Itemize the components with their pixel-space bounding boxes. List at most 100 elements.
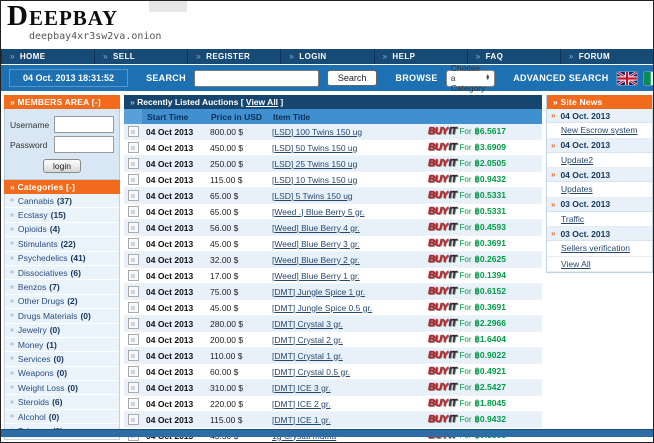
auction-item-link[interactable]: [DMT] Jungle Spice 1 gr. bbox=[272, 286, 366, 297]
auction-item-link[interactable]: [DMT] Crystal 3 gr. bbox=[272, 318, 343, 329]
news-view-all-link[interactable]: View All bbox=[561, 258, 591, 269]
nav-item[interactable]: FORUM bbox=[559, 49, 653, 64]
buy-it-button[interactable]: BUYIT bbox=[428, 206, 457, 217]
news-link[interactable]: New Escrow system bbox=[561, 125, 638, 136]
category-select[interactable]: Choose a Category ▲ ▼ bbox=[445, 63, 496, 93]
buy-cell: BUYIT For ฿0.4593 bbox=[428, 222, 542, 233]
auction-row: 04 Oct 2013 45.00 $ [DMT] Jungle Spice 0… bbox=[124, 300, 542, 316]
nav-item[interactable]: LOGIN bbox=[280, 49, 374, 64]
category-item[interactable]: Jewelry (0) bbox=[5, 323, 119, 338]
nav-item[interactable]: FAQ bbox=[466, 49, 560, 64]
for-label: For bbox=[459, 191, 472, 200]
category-item[interactable]: Steroids (6) bbox=[5, 395, 119, 410]
nav-item[interactable]: SELL bbox=[94, 49, 188, 64]
auction-item-link[interactable]: [DMT] ICE 1 gr. bbox=[272, 414, 331, 425]
buy-it-button[interactable]: BUYIT bbox=[428, 254, 457, 265]
for-label: For bbox=[459, 223, 472, 232]
listing-thumbnail-icon bbox=[124, 142, 142, 153]
buy-cell: BUYIT For ฿0.4921 bbox=[428, 366, 542, 377]
advanced-search-link[interactable]: ADVANCED SEARCH bbox=[513, 73, 609, 83]
buy-word: BUY bbox=[428, 237, 448, 249]
auction-item-link[interactable]: [LSD] 10 Twins 150 ug bbox=[272, 174, 358, 185]
auction-item-link[interactable]: [Weed] Blue Berry 2 gr. bbox=[272, 254, 360, 265]
buy-it-button[interactable]: BUYIT bbox=[428, 382, 457, 393]
buy-it-button[interactable]: BUYIT bbox=[428, 286, 457, 297]
auction-item-link[interactable]: [LSD] 100 Twins 150 ug bbox=[272, 126, 363, 137]
buy-word: BUY bbox=[428, 397, 448, 409]
buy-word: BUY bbox=[428, 413, 448, 425]
auction-item-link[interactable]: [DMT] Crystal 1 gr. bbox=[272, 350, 343, 361]
auction-item-link[interactable]: [DMT] Crystal 0.5 gr. bbox=[272, 366, 350, 377]
category-item[interactable]: Benzos (7) bbox=[5, 280, 119, 295]
news-link[interactable]: Update2 bbox=[561, 154, 594, 165]
buy-it-button[interactable]: BUYIT bbox=[428, 334, 457, 345]
category-item[interactable]: Other Drugs (2) bbox=[5, 294, 119, 310]
category-item[interactable]: Opioids (4) bbox=[5, 222, 119, 238]
buy-it-button[interactable]: BUYIT bbox=[428, 350, 457, 361]
category-label: Dissociatives bbox=[17, 267, 68, 278]
btc-price: ฿1.8045 bbox=[474, 398, 506, 408]
categories-header[interactable]: Categories [-] bbox=[4, 180, 120, 194]
buy-it-button[interactable]: BUYIT bbox=[428, 174, 457, 185]
news-link[interactable]: Updates bbox=[561, 184, 593, 195]
members-area-header[interactable]: MEMBERS AREA [-] bbox=[4, 95, 120, 109]
auction-item-link[interactable]: [Weed .] Blue Berry 5 gr. bbox=[272, 206, 365, 217]
auction-item-link[interactable]: [LSD] 50 Twins 150 ug bbox=[272, 142, 358, 153]
buy-it-button[interactable]: BUYIT bbox=[428, 142, 457, 153]
category-item[interactable]: Ecstasy (15) bbox=[5, 208, 119, 223]
auction-item-link[interactable]: [Weed] Blue Berry 4 gr. bbox=[272, 222, 360, 233]
buy-cell: BUYIT For ฿0.2625 bbox=[428, 254, 542, 265]
buy-it-button[interactable]: BUYIT bbox=[428, 302, 457, 313]
password-field[interactable] bbox=[54, 136, 114, 153]
auction-item-link[interactable]: [DMT] Crystal 2 gr. bbox=[272, 334, 343, 345]
password-label: Password bbox=[10, 139, 48, 150]
buy-it-button[interactable]: BUYIT bbox=[428, 270, 457, 281]
buy-it-button[interactable]: BUYIT bbox=[428, 222, 457, 233]
buy-it-button[interactable]: BUYIT bbox=[428, 237, 457, 249]
category-item[interactable]: Weight Loss (0) bbox=[5, 381, 119, 396]
category-item[interactable]: Psychedelics (41) bbox=[5, 251, 119, 266]
news-link[interactable]: Sellers verification bbox=[561, 243, 630, 254]
auction-price-usd: 280.00 $ bbox=[210, 318, 244, 329]
buy-it-button[interactable]: BUYIT bbox=[428, 157, 457, 169]
news-link[interactable]: Traffic bbox=[561, 213, 585, 224]
site-news-header: Site News bbox=[547, 95, 652, 109]
buy-it-button[interactable]: BUYIT bbox=[428, 413, 457, 425]
category-item[interactable]: Weapons (0) bbox=[5, 366, 119, 382]
category-item[interactable]: Cannabis (37) bbox=[5, 194, 119, 209]
search-input[interactable] bbox=[193, 69, 319, 87]
auction-price-usd: 200.00 $ bbox=[210, 334, 244, 345]
for-label: For bbox=[459, 351, 472, 360]
category-item[interactable]: Money (1) bbox=[5, 337, 119, 353]
italy-flag-icon[interactable] bbox=[643, 71, 654, 85]
search-button[interactable]: Search bbox=[326, 70, 378, 86]
buy-it-button[interactable]: BUYIT bbox=[428, 318, 457, 329]
for-label: For bbox=[459, 127, 472, 136]
thumbnail-column-header bbox=[124, 109, 143, 124]
category-item[interactable]: Drugs Materials (0) bbox=[5, 309, 119, 324]
category-item[interactable]: Stimulants (22) bbox=[5, 237, 119, 252]
username-field[interactable] bbox=[54, 116, 114, 133]
uk-flag-icon[interactable] bbox=[616, 71, 637, 85]
buy-word: BUY bbox=[428, 157, 448, 169]
nav-item[interactable]: HELP bbox=[373, 49, 467, 64]
buy-it-button[interactable]: BUYIT bbox=[428, 126, 457, 137]
auction-item-link[interactable]: [DMT] ICE 2 gr. bbox=[272, 398, 331, 409]
nav-item[interactable]: REGISTER bbox=[187, 49, 281, 64]
category-item[interactable]: Alcohol (0) bbox=[5, 409, 119, 425]
login-button[interactable]: login bbox=[43, 159, 81, 173]
auction-item-link[interactable]: [Weed] Blue Berry 1 gr. bbox=[272, 270, 360, 281]
site-logo: DEEPBAY bbox=[7, 0, 119, 32]
buy-it-button[interactable]: BUYIT bbox=[428, 397, 457, 409]
category-item[interactable]: Dissociatives (6) bbox=[5, 265, 119, 281]
auction-item-link[interactable]: [LSD] 5 Twins 150 ug bbox=[272, 190, 353, 201]
auction-item-link[interactable]: [LSD] 25 Twins 150 ug bbox=[272, 158, 358, 169]
buy-it-button[interactable]: BUYIT bbox=[428, 366, 457, 377]
nav-item[interactable]: HOME bbox=[1, 49, 95, 64]
auction-item-link[interactable]: [DMT] Jungle Spice 0.5 gr. bbox=[272, 302, 373, 313]
auction-item-link[interactable]: [Weed] Blue Berry 3 gr. bbox=[272, 238, 360, 249]
view-all-link[interactable]: View All bbox=[245, 97, 279, 107]
category-item[interactable]: Services (0) bbox=[5, 352, 119, 367]
buy-it-button[interactable]: BUYIT bbox=[428, 190, 457, 201]
auction-item-link[interactable]: [DMT] ICE 3 gr. bbox=[272, 382, 331, 393]
